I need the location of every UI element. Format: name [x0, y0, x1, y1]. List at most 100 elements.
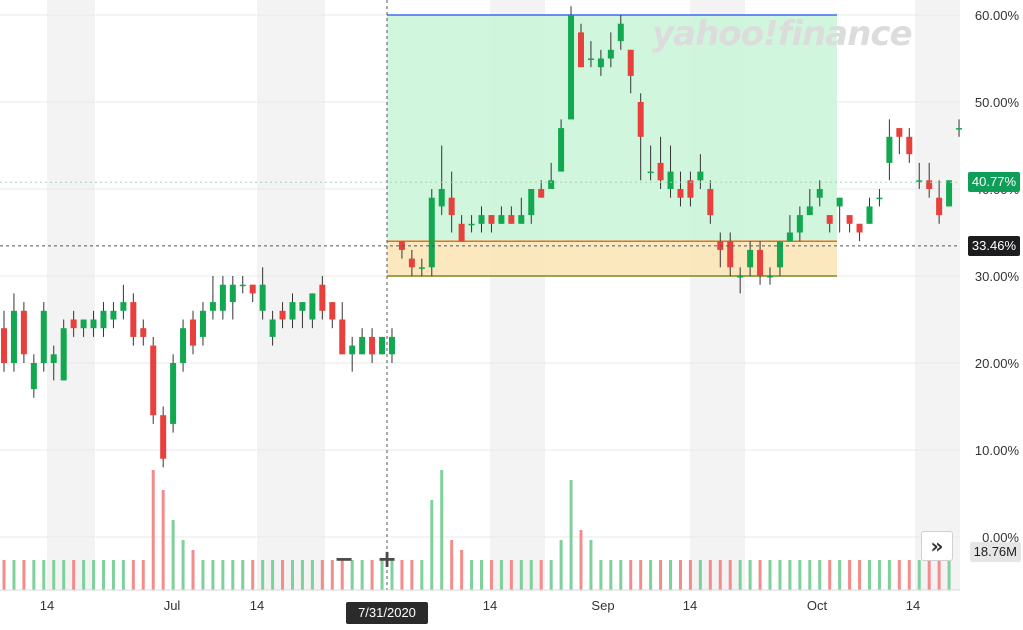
volume-bar	[708, 560, 712, 590]
volume-bar	[32, 560, 36, 590]
volume-bar	[460, 550, 464, 590]
volume-bar	[181, 540, 185, 590]
volume-bar	[121, 560, 125, 590]
volume-bar	[678, 560, 682, 590]
x-tick-label: 14	[906, 598, 920, 613]
volume-bar	[599, 560, 603, 590]
volume-bar	[927, 560, 931, 590]
volume-bar	[350, 560, 354, 590]
volume-bar	[698, 560, 702, 590]
y-tick-label: 30.00%	[975, 269, 1020, 284]
volume-bar	[101, 560, 105, 590]
candle-body	[548, 180, 555, 189]
volume-bar	[569, 480, 573, 590]
volume-bar	[82, 560, 86, 590]
volume-bar	[171, 520, 175, 590]
volume-bar	[609, 560, 613, 590]
volume-bar	[728, 560, 732, 590]
candle-body	[289, 302, 296, 320]
candle-body	[558, 128, 565, 172]
volume-label: 18.76M	[969, 542, 1021, 562]
candle-body	[408, 258, 415, 268]
candle-body	[90, 319, 97, 329]
volume-bar	[290, 560, 294, 590]
candle-body	[577, 32, 584, 68]
volume-bar	[688, 560, 692, 590]
candle-body	[498, 215, 505, 224]
volume-bar	[480, 560, 484, 590]
candle-body	[876, 197, 883, 200]
volume-bar	[400, 560, 404, 590]
zoom-in-button[interactable]: +	[376, 545, 398, 573]
volume-bar	[659, 560, 663, 590]
candle-body	[369, 336, 376, 355]
candle-body	[776, 241, 783, 268]
candle-body	[697, 171, 704, 181]
candle-body	[757, 249, 764, 276]
candle-body	[1, 328, 7, 363]
volume-bar	[877, 560, 881, 590]
y-tick-label: 0.00%	[982, 530, 1019, 545]
candle-body	[209, 302, 216, 311]
volume-bar	[12, 560, 16, 590]
volume-bar	[231, 560, 235, 590]
volume-bar	[360, 560, 364, 590]
volume-bar	[211, 560, 215, 590]
volume-bar	[22, 560, 26, 590]
volume-bar	[559, 540, 563, 590]
volume-bar	[390, 560, 394, 590]
volume-bar	[241, 560, 245, 590]
expand-icon[interactable]: »	[921, 531, 953, 561]
candle-body	[329, 302, 336, 320]
candle-body	[816, 189, 823, 198]
lower-zone	[387, 241, 837, 276]
volume-bar	[300, 560, 304, 590]
volume-bar	[52, 560, 56, 590]
candle-body	[110, 310, 117, 320]
candle-body	[926, 180, 933, 189]
candle-body	[826, 215, 833, 224]
volume-bar	[937, 560, 941, 590]
volume-bar	[191, 550, 195, 590]
volume-bar	[320, 560, 324, 590]
candle-body	[448, 197, 455, 216]
volume-bar	[519, 560, 523, 590]
candle-body	[607, 49, 614, 59]
candle-body	[60, 328, 67, 381]
volume-bar	[808, 560, 812, 590]
volume-bar	[897, 560, 901, 590]
candle-body	[70, 319, 77, 329]
volume-bar	[410, 560, 414, 590]
volume-bar	[718, 560, 722, 590]
volume-bar	[261, 560, 265, 590]
volume-bar	[768, 560, 772, 590]
candle-body	[30, 363, 37, 390]
candle-body	[806, 206, 813, 216]
candle-body	[518, 215, 525, 224]
volume-bar	[778, 560, 782, 590]
candle-body	[120, 302, 127, 311]
candle-body	[190, 319, 197, 346]
volume-bar	[151, 470, 155, 590]
candle-body	[737, 276, 744, 278]
candle-body	[667, 171, 674, 189]
volume-bar	[838, 560, 842, 590]
candle-body	[637, 102, 644, 137]
volume-bar	[828, 560, 832, 590]
volume-bar	[758, 560, 762, 590]
candle-body	[249, 284, 256, 294]
volume-bar	[42, 560, 46, 590]
last-value-label: 40.77%	[967, 172, 1020, 193]
volume-bar	[111, 560, 115, 590]
volume-bar	[271, 560, 275, 590]
volume-bar	[798, 560, 802, 590]
volume-bar	[788, 560, 792, 590]
candle-body	[767, 276, 774, 278]
candle-body	[199, 310, 206, 337]
volume-bar	[748, 560, 752, 590]
volume-bar	[430, 500, 434, 590]
zoom-out-button[interactable]: −	[333, 545, 355, 573]
candle-body	[339, 319, 346, 355]
